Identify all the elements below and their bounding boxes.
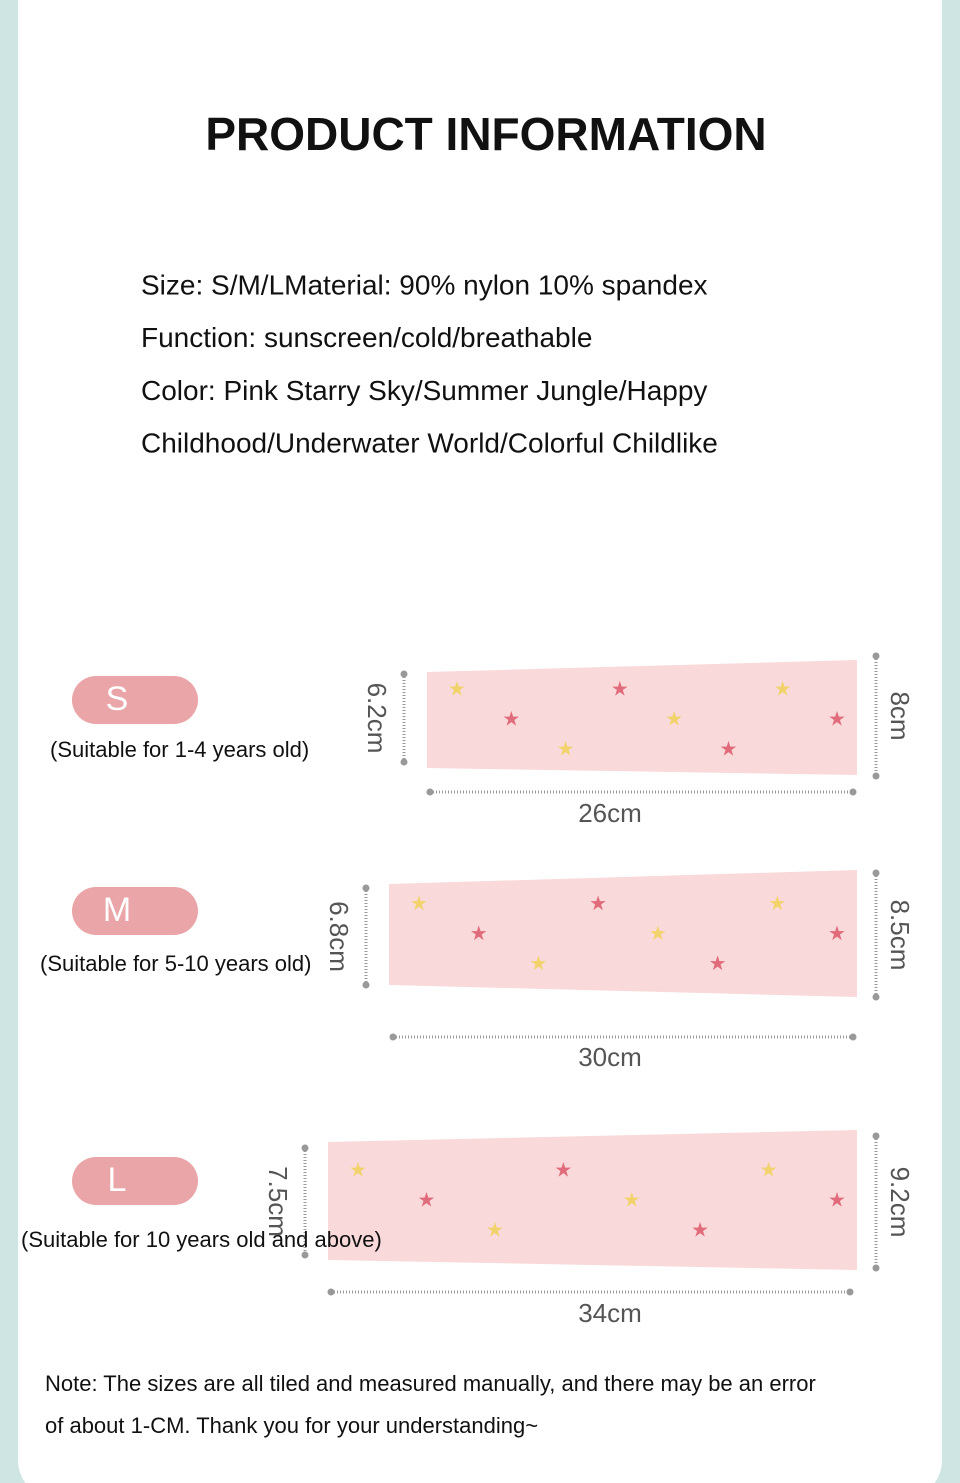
size-badge	[72, 1157, 198, 1205]
top-size: 8cm	[885, 691, 915, 740]
top-size: 8.5cm	[885, 900, 915, 971]
top-size: 9.2cm	[885, 1167, 915, 1238]
star: ★	[691, 1219, 709, 1241]
dim-end	[389, 1033, 397, 1041]
dim-end	[849, 1033, 857, 1041]
star: ★	[529, 953, 547, 975]
star: ★	[611, 678, 629, 700]
star: ★	[623, 1189, 641, 1211]
star: ★	[486, 1219, 504, 1241]
star: ★	[502, 708, 520, 730]
cuff-size: 6.2cm	[362, 683, 392, 754]
star: ★	[665, 708, 683, 730]
size-badge-label: M	[103, 891, 131, 929]
dim-end	[301, 1251, 309, 1259]
star: ★	[828, 708, 846, 730]
size-badge	[72, 887, 198, 935]
star: ★	[828, 923, 846, 945]
info-line: Size: S/M/LMaterial: 90% nylon 10% spand…	[141, 269, 708, 300]
star: ★	[557, 738, 575, 760]
star: ★	[410, 893, 428, 915]
star: ★	[774, 678, 792, 700]
dim-end	[872, 869, 880, 877]
star: ★	[709, 953, 727, 975]
sleeve	[328, 1130, 857, 1270]
dim-end	[846, 1288, 854, 1296]
star: ★	[828, 1189, 846, 1211]
sleeve	[427, 660, 857, 775]
info-line: Color: Pink Starry Sky/Summer Jungle/Hap…	[141, 375, 707, 406]
star: ★	[768, 893, 786, 915]
star: ★	[470, 923, 488, 945]
info-line: Function: sunscreen/cold/breathable	[141, 322, 592, 353]
dim-end	[872, 1132, 880, 1140]
cuff-size: 7.5cm	[263, 1166, 293, 1237]
star: ★	[760, 1159, 778, 1181]
star: ★	[649, 923, 667, 945]
size-badge	[72, 676, 198, 724]
cuff-size: 6.8cm	[324, 901, 354, 972]
length-size: 26cm	[578, 798, 642, 828]
suitable-age: (Suitable for 10 years old and above)	[21, 1227, 382, 1252]
star: ★	[554, 1159, 572, 1181]
dim-end	[362, 981, 370, 989]
dim-end	[426, 788, 434, 796]
star: ★	[719, 738, 737, 760]
dim-end	[849, 788, 857, 796]
star: ★	[417, 1189, 435, 1211]
dim-end	[362, 884, 370, 892]
dim-end	[872, 652, 880, 660]
sleeve	[389, 870, 857, 997]
dim-end	[400, 758, 408, 766]
length-size: 34cm	[578, 1298, 642, 1328]
dim-end	[301, 1144, 309, 1152]
dim-end	[327, 1288, 335, 1296]
star: ★	[448, 678, 466, 700]
info-line: Childhood/Underwater World/Colorful Chil…	[141, 427, 718, 458]
note-line: of about 1-CM. Thank you for your unders…	[45, 1413, 538, 1438]
suitable-age: (Suitable for 1-4 years old)	[50, 737, 309, 762]
dim-end	[400, 670, 408, 678]
title: PRODUCT INFORMATION	[205, 108, 766, 160]
length-size: 30cm	[578, 1042, 642, 1072]
suitable-age: (Suitable for 5-10 years old)	[40, 951, 311, 976]
dim-end	[872, 993, 880, 1001]
star: ★	[349, 1159, 367, 1181]
size-badge-label: L	[108, 1161, 127, 1199]
dim-end	[872, 1264, 880, 1272]
star: ★	[589, 893, 607, 915]
note-line: Note: The sizes are all tiled and measur…	[45, 1371, 816, 1396]
size-badge-label: S	[106, 680, 129, 718]
dim-end	[872, 772, 880, 780]
